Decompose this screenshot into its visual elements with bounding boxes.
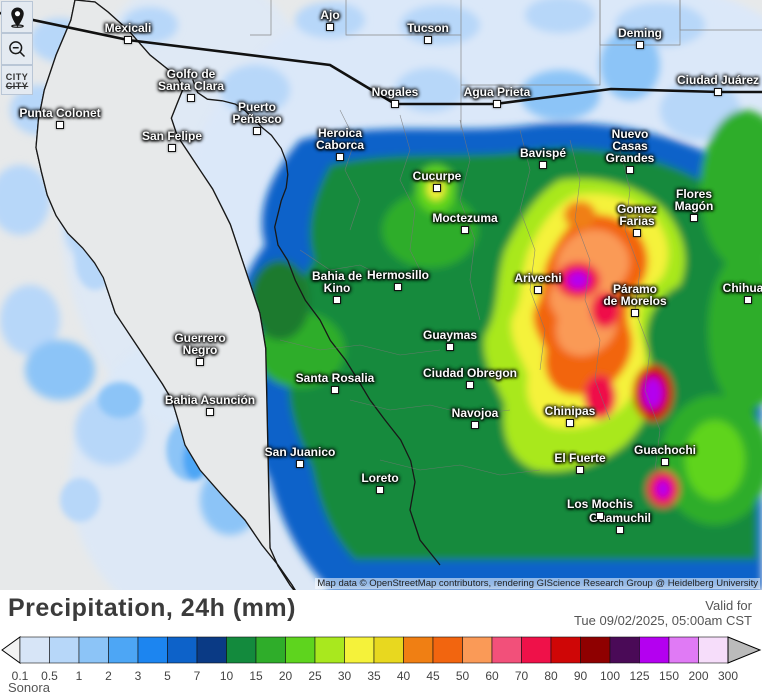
svg-text:45: 45 — [426, 669, 440, 683]
svg-text:70: 70 — [515, 669, 529, 683]
svg-text:25: 25 — [308, 669, 322, 683]
svg-text:30: 30 — [338, 669, 352, 683]
svg-text:3: 3 — [135, 669, 142, 683]
svg-text:200: 200 — [688, 669, 708, 683]
svg-text:150: 150 — [659, 669, 679, 683]
svg-text:10: 10 — [220, 669, 234, 683]
svg-text:300: 300 — [718, 669, 738, 683]
svg-text:2: 2 — [105, 669, 112, 683]
svg-text:40: 40 — [397, 669, 411, 683]
svg-text:7: 7 — [194, 669, 201, 683]
svg-text:90: 90 — [574, 669, 588, 683]
svg-text:50: 50 — [456, 669, 470, 683]
svg-text:80: 80 — [544, 669, 558, 683]
svg-text:35: 35 — [367, 669, 381, 683]
svg-text:100: 100 — [600, 669, 620, 683]
svg-text:125: 125 — [629, 669, 649, 683]
svg-text:1: 1 — [76, 669, 83, 683]
svg-text:15: 15 — [249, 669, 263, 683]
svg-text:20: 20 — [279, 669, 293, 683]
svg-text:5: 5 — [164, 669, 171, 683]
svg-text:60: 60 — [485, 669, 499, 683]
